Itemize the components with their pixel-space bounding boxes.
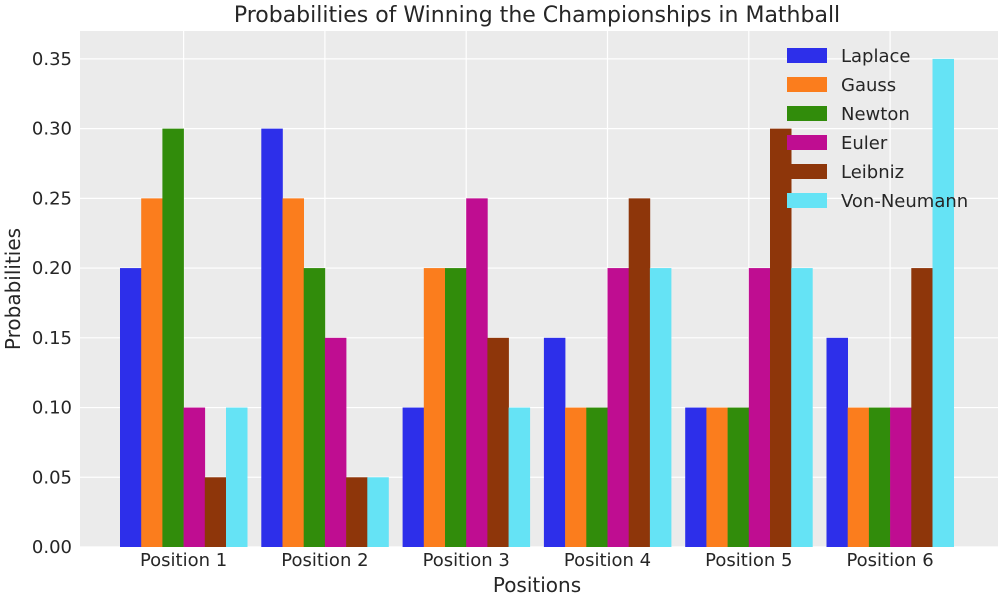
- x-tick-label: Position 6: [846, 550, 933, 571]
- legend-label: Laplace: [841, 46, 911, 67]
- bar: [791, 268, 813, 547]
- bar: [282, 198, 304, 547]
- chart-title: Probabilities of Winning the Championshi…: [234, 3, 840, 28]
- bar: [162, 128, 184, 547]
- bar: [649, 268, 672, 547]
- bar: [911, 268, 933, 547]
- bar: [445, 268, 467, 547]
- legend-label: Von-Neumann: [841, 191, 968, 212]
- bar: [932, 58, 954, 547]
- legend-swatch: [787, 106, 827, 121]
- bar: [890, 407, 912, 547]
- bar: [586, 407, 608, 547]
- bar: [324, 337, 347, 547]
- x-tick-label: Position 4: [564, 550, 651, 571]
- legend-label: Leibniz: [841, 162, 904, 183]
- bar: [543, 337, 566, 547]
- x-axis-label: Positions: [493, 573, 581, 597]
- bar: [367, 477, 389, 547]
- y-tick-label: 0.35: [32, 49, 72, 70]
- bar: [226, 407, 248, 547]
- y-tick-label: 0.15: [32, 328, 72, 349]
- bar: [868, 407, 891, 547]
- legend-swatch: [787, 135, 827, 150]
- bar: [607, 268, 629, 547]
- y-tick-label: 0.25: [32, 188, 72, 209]
- x-tick-label: Position 5: [705, 550, 792, 571]
- legend-swatch: [787, 164, 827, 179]
- legend: Laplace Gauss Newton Euler Leibniz Von-Neuman…: [787, 46, 968, 212]
- bar: [706, 407, 728, 547]
- bar: [508, 407, 531, 547]
- bar: [466, 198, 488, 547]
- bars: [120, 58, 954, 547]
- bar: [346, 477, 368, 547]
- bar: [826, 337, 848, 547]
- legend-swatch: [787, 48, 827, 63]
- bar: [120, 268, 142, 547]
- x-tick-label: Position 2: [281, 550, 368, 571]
- y-tick-label: 0.20: [32, 258, 72, 279]
- bar: [628, 198, 651, 547]
- legend-label: Euler: [841, 133, 888, 154]
- bar: [141, 198, 163, 547]
- x-tick-label: Position 1: [140, 550, 227, 571]
- bar: [261, 128, 283, 547]
- bar: [402, 407, 425, 547]
- y-tick-label: 0.10: [32, 398, 72, 419]
- bar: [685, 407, 707, 547]
- y-tick-labels: 0.00 0.05 0.10 0.15 0.20 0.25 0.30 0.35: [32, 49, 72, 558]
- bar: [770, 128, 792, 547]
- x-tick-label: Position 3: [423, 550, 510, 571]
- legend-swatch: [787, 77, 827, 92]
- bar: [727, 407, 750, 547]
- bar: [423, 268, 446, 547]
- bar: [748, 268, 771, 547]
- bar: [847, 407, 870, 547]
- y-tick-label: 0.05: [32, 467, 72, 488]
- bar: [487, 337, 509, 547]
- y-tick-label: 0.30: [32, 119, 72, 140]
- x-tick-labels: Position 1 Position 2 Position 3 Position 4…: [140, 550, 934, 571]
- bar: [565, 407, 587, 547]
- legend-label: Gauss: [841, 75, 896, 96]
- legend-swatch: [787, 193, 827, 208]
- y-axis-label: Probabilities: [1, 228, 25, 350]
- y-tick-label: 0.00: [32, 537, 72, 558]
- bar: [204, 477, 227, 547]
- legend-label: Newton: [841, 104, 910, 125]
- bar: [183, 407, 206, 547]
- bar: [303, 268, 326, 547]
